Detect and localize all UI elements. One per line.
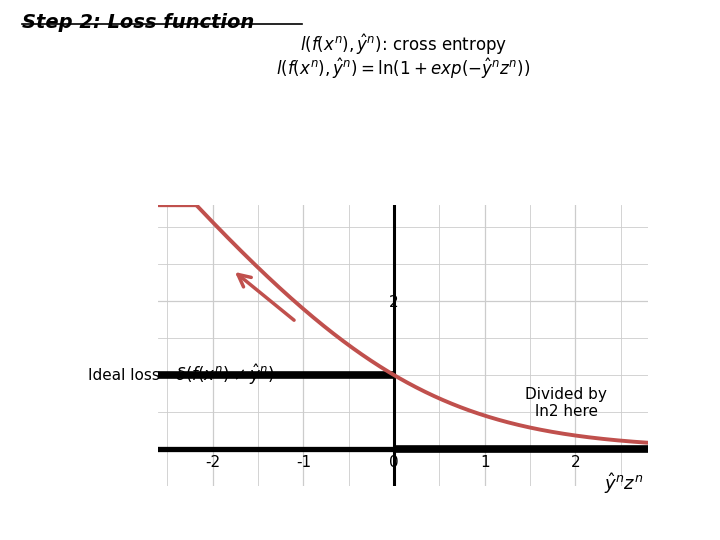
Text: Divided by
ln2 here: Divided by ln2 here (526, 387, 608, 420)
Text: $\hat{y}^n z^n$: $\hat{y}^n z^n$ (604, 471, 644, 496)
Text: $l(f(x^n), \hat{y}^n) = \ln(1 + exp(-\hat{y}^n z^n))$: $l(f(x^n), \hat{y}^n) = \ln(1 + exp(-\ha… (276, 57, 531, 82)
Text: $l(f(x^n), \hat{y}^n)$: cross entropy: $l(f(x^n), \hat{y}^n)$: cross entropy (300, 32, 507, 57)
Text: Ideal loss: Ideal loss (89, 368, 161, 383)
Text: Step 2: Loss function: Step 2: Loss function (22, 14, 254, 32)
Text: $\delta(f(x^n) \neq \hat{y}^n)$: $\delta(f(x^n) \neq \hat{y}^n)$ (175, 363, 274, 387)
